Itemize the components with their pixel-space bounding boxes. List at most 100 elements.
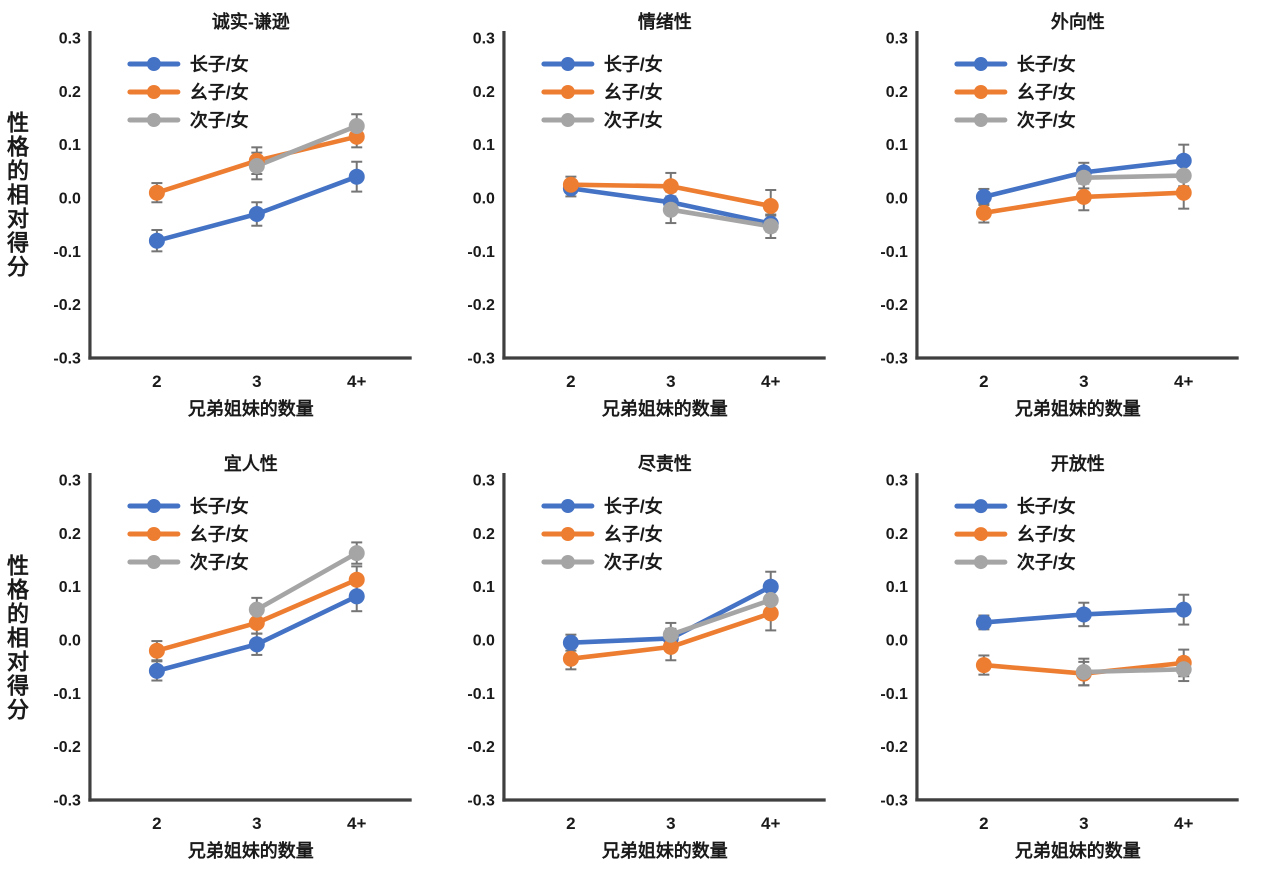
y-tick-label: -0.3 [881,792,909,809]
panel-title: 诚实-谦逊 [212,11,290,32]
x-tick-label: 2 [566,814,575,833]
trait-panel-1: 诚实-谦逊 0.3 0.2 0.1 0.0 -0.1 -0.2 -0.3 2 3 4+ 兄弟姐妹的数量… [53,11,412,419]
series-line-middleborn [668,207,773,229]
x-tick-label: 2 [980,814,989,833]
legend-swatch-dot-middleborn [974,113,989,127]
data-point-marker-middleborn [1176,167,1193,184]
x-tick-label: 2 [566,372,575,391]
series-line-middleborn [254,123,360,169]
data-point-marker-middleborn [348,118,365,134]
legend-label: 长子/女 [190,495,249,516]
y-tick-label: 0.2 [472,84,494,101]
y-tick-label: -0.1 [467,686,495,703]
x-tick-label: 3 [252,814,261,833]
data-point-marker-firstborn [348,168,365,185]
data-point-marker-middleborn [1076,169,1093,186]
y-axis-label: 性格的相对得分 [4,553,29,722]
legend-label: 长子/女 [1017,496,1076,517]
data-point-marker-firstborn [248,206,265,222]
y-tick-label: 0.3 [886,473,908,490]
data-point-marker-firstborn [976,614,993,631]
y-tick-label: 0.0 [472,632,494,649]
y-tick-label: 0.1 [472,579,494,596]
y-tick-label: -0.1 [467,244,495,261]
y-tick-label: 0.0 [472,190,494,207]
legend-swatch-dot-lastborn [560,85,575,99]
y-tick-label: 0.0 [886,633,908,650]
data-point-marker-lastborn [148,642,165,659]
y-tick-label: -0.3 [53,350,81,367]
x-tick-label: 4+ [1174,372,1193,391]
y-tick-label: 0.1 [59,579,81,596]
y-tick-label: -0.2 [53,297,81,314]
legend-label: 长子/女 [190,53,249,74]
y-tick-label: -0.2 [881,297,909,314]
data-point-marker-firstborn [562,634,579,651]
data-point-marker-firstborn [148,662,165,679]
y-tick-label: -0.1 [881,244,909,261]
legend-label: 幺子/女 [1017,81,1076,102]
x-axis-title: 兄弟姐妹的数量 [187,840,314,861]
trait-panel-3: 外向性 0.3 0.2 0.1 0.0 -0.1 -0.2 -0.3 2 3 4+ 兄弟姐妹的数量长子… [881,11,1240,419]
y-tick-label: 0.2 [886,84,908,101]
y-tick-label: -0.3 [53,792,81,809]
data-point-marker-lastborn [248,614,265,631]
data-point-marker-firstborn [348,588,365,605]
y-tick-label: 0.2 [472,526,494,543]
panel-title: 开放性 [1051,453,1105,474]
legend-swatch-dot-lastborn [146,85,161,99]
legend-label: 幺子/女 [604,523,663,544]
panel-title: 情绪性 [638,11,692,32]
x-axis-title: 兄弟姐妹的数量 [187,398,314,419]
y-tick-label: -0.1 [53,686,81,703]
y-tick-label: 0.3 [472,472,494,489]
y-tick-label: 0.1 [472,137,494,154]
legend-label: 次子/女 [1017,109,1076,130]
legend-label: 次子/女 [1017,552,1076,573]
data-point-marker-middleborn [248,601,265,618]
legend-label: 次子/女 [190,551,249,572]
legend-swatch-dot-firstborn [974,57,989,71]
y-tick-label: 0.2 [886,526,908,543]
x-tick-label: 4+ [761,814,780,833]
y-tick-label: -0.3 [881,350,909,367]
data-point-marker-firstborn [1176,152,1193,169]
trait-panel-2: 情绪性 0.3 0.2 0.1 0.0 -0.1 -0.2 -0.3 2 3 4+ 兄弟姐妹的数量长子… [467,11,826,419]
data-point-marker-middleborn [662,626,679,643]
y-axis-label: 性格的相对得分 [4,111,29,279]
legend-label: 幺子/女 [1017,524,1076,545]
series-line-middleborn [254,550,360,612]
y-tick-label: 0.0 [59,190,81,207]
data-point-marker-lastborn [762,605,779,622]
data-point-marker-middleborn [348,545,365,562]
legend-label: 长子/女 [604,495,663,516]
legend-swatch-dot-middleborn [560,113,575,127]
y-tick-label: 0.1 [886,579,908,596]
legend-label: 幺子/女 [190,523,249,544]
legend-swatch-dot-lastborn [560,527,575,541]
x-tick-label: 4+ [761,372,780,391]
y-tick-label: -0.3 [467,792,495,809]
y-tick-label: 0.3 [472,30,494,47]
legend-label: 长子/女 [1017,53,1076,74]
legend-swatch-dot-lastborn [974,527,989,542]
trait-panel-6: 开放性 0.3 0.2 0.1 0.0 -0.1 -0.2 -0.3 2 3 4+ 兄弟姐妹的数量长子… [881,453,1240,861]
legend-label: 次子/女 [604,109,663,130]
legend-swatch-dot-firstborn [146,499,161,513]
data-point-marker-firstborn [248,636,265,653]
x-axis-title: 兄弟姐妹的数量 [1014,398,1141,419]
legend-label: 次子/女 [190,109,249,130]
data-point-marker-lastborn [976,204,993,221]
x-tick-label: 2 [979,372,988,391]
x-tick-label: 4+ [347,372,366,391]
y-tick-label: 0.2 [59,84,81,101]
data-point-marker-middleborn [762,592,779,608]
y-tick-label: 0.1 [886,137,908,154]
y-tick-label: 0.3 [886,30,908,47]
series-line-middleborn [1081,666,1187,675]
panel-title: 尽责性 [638,453,692,474]
y-tick-label: 0.3 [59,30,81,47]
x-tick-label: 4+ [1174,814,1193,833]
data-point-marker-lastborn [1176,184,1193,201]
y-tick-label: 0.0 [59,632,81,649]
